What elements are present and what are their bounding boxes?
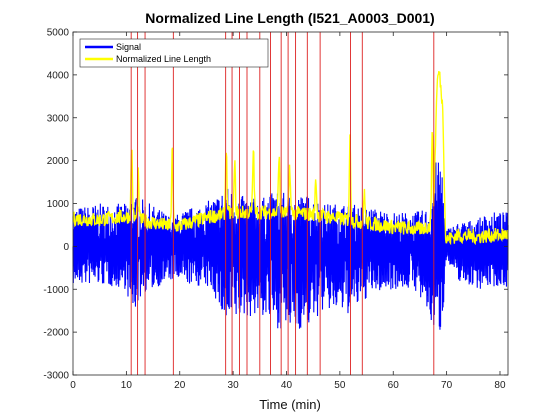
y-tick-label-8: 5000	[47, 28, 70, 39]
y-tick-label-3: 0	[63, 242, 69, 253]
x-tick-label-6: 60	[388, 380, 400, 391]
x-tick-label-2: 20	[174, 380, 186, 391]
legend-label-signal: Signal	[116, 42, 141, 52]
y-tick-label-5: 2000	[47, 156, 70, 167]
y-tick-label-4: 1000	[47, 199, 70, 210]
x-axis: 0 10 20 30 40 50 60 70 80	[70, 32, 506, 391]
event-markers	[130, 32, 435, 375]
x-tick-label-0: 0	[70, 380, 76, 391]
y-tick-label-7: 4000	[47, 70, 70, 81]
x-tick-label-7: 70	[441, 380, 453, 391]
y-tick-label-6: 3000	[47, 113, 70, 124]
legend-label-nll: Normalized Line Length	[116, 54, 211, 64]
x-tick-label-8: 80	[494, 380, 506, 391]
x-tick-label-1: 10	[121, 380, 133, 391]
x-tick-label-4: 40	[281, 380, 293, 391]
y-tick-label-2: -1000	[43, 285, 69, 296]
chart-title: Normalized Line Length (I521_A0003_D001)	[145, 10, 434, 26]
x-tick-label-5: 50	[334, 380, 346, 391]
y-tick-label-1: -2000	[43, 328, 69, 339]
x-axis-label: Time (min)	[259, 397, 321, 412]
legend: Signal Normalized Line Length	[79, 38, 269, 68]
x-tick-label-3: 30	[228, 380, 240, 391]
y-axis: -3000 -2000 -1000 0 1000 2000 3000 4000 5000	[43, 28, 508, 382]
legend-box	[79, 38, 269, 68]
y-tick-label-0: -3000	[43, 371, 69, 382]
